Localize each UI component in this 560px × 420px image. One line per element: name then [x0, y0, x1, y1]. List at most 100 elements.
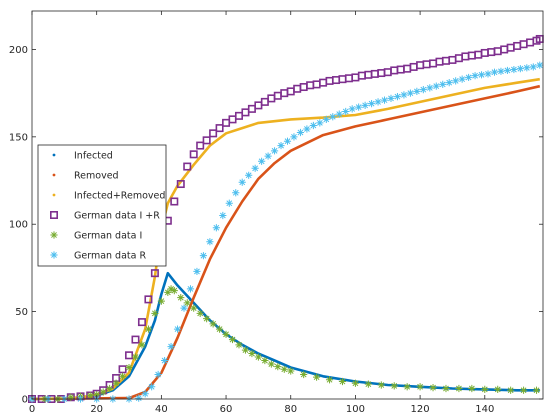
data-point: [241, 346, 250, 354]
data-point: [215, 124, 224, 133]
data-point: [180, 304, 188, 312]
data-point: [199, 252, 208, 260]
x-tick-label: 140: [475, 404, 494, 415]
data-point: [157, 297, 165, 305]
data-point: [190, 304, 198, 312]
data-point: [510, 65, 518, 74]
data-point: [238, 178, 246, 186]
data-point: [225, 199, 233, 207]
data-point: [248, 349, 256, 358]
legend-box: [37, 144, 167, 267]
series-line-removed: [31, 84, 541, 401]
data-point: [258, 157, 266, 165]
legend-label: German data R: [74, 251, 146, 262]
data-point: [189, 150, 198, 159]
y-tick-label: 50: [15, 307, 28, 318]
legend-item-german-data-r: German data R: [50, 251, 146, 262]
data-point: [287, 367, 295, 375]
data-point: [316, 119, 324, 127]
legend-item-german-data-i: German data I: [50, 231, 142, 242]
data-point: [144, 295, 153, 304]
data-point: [484, 70, 492, 78]
data-point: [367, 100, 376, 108]
data-point: [170, 287, 178, 295]
data-point: [270, 147, 279, 155]
data-point: [141, 390, 149, 398]
data-point: [183, 162, 192, 171]
legend-label: German data I: [74, 231, 142, 242]
legend-label: German data I +R: [74, 211, 160, 222]
series-german-data-r: [28, 61, 544, 403]
data-point: [468, 384, 476, 393]
series-german-data-i: [28, 285, 541, 403]
data-point: [202, 136, 211, 145]
data-point: [494, 385, 502, 393]
data-point: [148, 383, 156, 391]
data-point: [118, 365, 127, 374]
legend-item-infected: Infected: [52, 151, 113, 162]
data-point: [432, 82, 440, 90]
y-tick-label: 0: [22, 395, 28, 406]
data-point: [99, 388, 107, 396]
data-point: [322, 115, 330, 123]
y-tick-label: 200: [9, 45, 28, 56]
data-point: [177, 294, 185, 302]
legend-marker: [49, 211, 58, 220]
data-point: [206, 238, 214, 246]
data-point: [196, 309, 204, 317]
data-point: [503, 66, 512, 75]
data-point: [532, 386, 541, 394]
data-point: [176, 180, 185, 189]
data-point: [131, 353, 140, 361]
data-point: [529, 63, 537, 71]
data-point: [338, 377, 347, 386]
legend-label: Removed: [74, 171, 119, 182]
data-point: [167, 342, 175, 351]
data-point: [329, 113, 337, 121]
data-point: [267, 360, 275, 368]
data-point: [342, 107, 350, 116]
x-tick-label: 100: [346, 404, 365, 415]
legend-item-infected-removed: Infected+Removed: [52, 191, 165, 202]
data-point: [455, 384, 463, 393]
data-point: [519, 386, 528, 394]
data-point: [93, 391, 101, 399]
data-point: [251, 164, 259, 172]
data-point: [232, 189, 240, 197]
data-point: [186, 285, 195, 293]
data-point: [209, 320, 217, 328]
legend-marker: [50, 231, 58, 239]
data-point: [164, 288, 172, 296]
data-point: [477, 71, 486, 79]
data-point: [377, 381, 385, 389]
data-point: [416, 383, 424, 391]
data-point: [118, 372, 127, 380]
series-layer: [27, 34, 544, 403]
data-point: [497, 67, 505, 75]
y-tick-label: 150: [9, 132, 28, 143]
data-point: [151, 309, 159, 317]
data-point: [212, 224, 220, 232]
legend: Infected Removed Infected+Removed German da…: [37, 144, 167, 267]
data-point: [325, 376, 334, 384]
data-point: [361, 101, 369, 109]
data-point: [215, 325, 224, 333]
data-point: [277, 141, 285, 150]
data-point: [445, 79, 453, 87]
data-point: [106, 384, 114, 393]
data-point: [481, 385, 489, 393]
data-point: [283, 137, 292, 145]
data-point: [400, 91, 408, 99]
legend-marker: [50, 251, 58, 259]
data-point: [403, 383, 411, 391]
data-point: [274, 363, 282, 371]
data-point: [167, 285, 175, 293]
data-point: [125, 351, 134, 360]
data-point: [170, 197, 179, 206]
legend-label: Infected+Removed: [74, 191, 165, 202]
data-point: [413, 87, 421, 95]
data-point: [439, 80, 447, 89]
data-point: [131, 335, 140, 344]
data-point: [406, 89, 414, 97]
plot-frame: [31, 10, 544, 400]
